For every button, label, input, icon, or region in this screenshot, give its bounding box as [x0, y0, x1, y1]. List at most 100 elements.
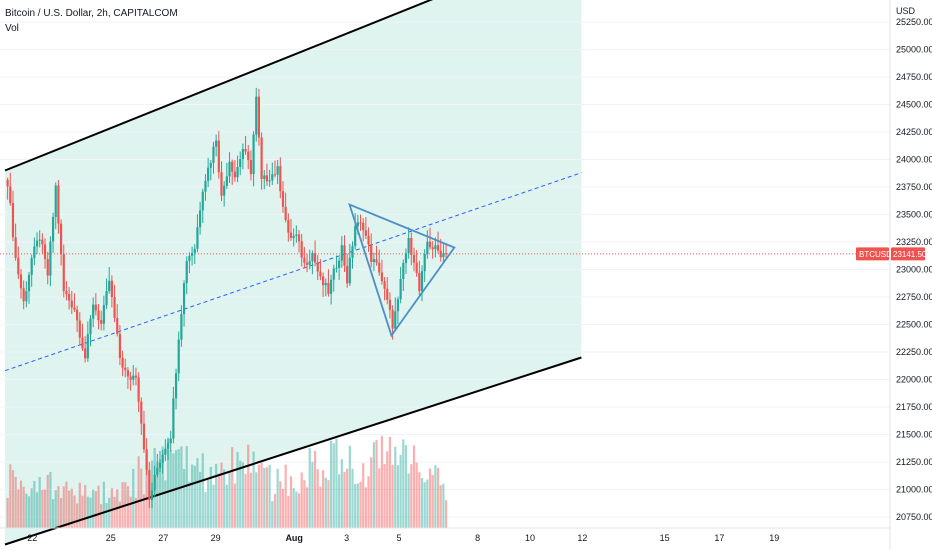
volume-bar — [17, 489, 20, 528]
channel-fill — [5, 0, 582, 545]
candle-body — [102, 305, 105, 324]
volume-bar — [407, 473, 410, 528]
candle-body — [212, 146, 215, 163]
candle-body — [375, 259, 378, 263]
y-tick-label: 23000.00 — [896, 265, 932, 275]
candle-body — [215, 140, 218, 147]
volume-bar — [415, 462, 418, 528]
volume-bar — [340, 459, 343, 528]
candle-body — [89, 318, 92, 335]
candle-body — [386, 288, 389, 300]
volume-legend[interactable]: Vol — [5, 23, 19, 34]
volume-bar — [348, 445, 351, 528]
volume-bar — [30, 488, 33, 528]
candle-body — [372, 259, 375, 263]
volume-bar — [305, 487, 309, 528]
candle-body — [442, 253, 445, 258]
volume-bar — [121, 482, 124, 528]
candle-body — [364, 230, 367, 236]
channel-midline[interactable] — [4, 172, 582, 372]
volume-bar — [25, 493, 28, 528]
candle-body — [110, 280, 113, 298]
candle-body — [57, 185, 60, 224]
volume-bar — [396, 465, 400, 528]
x-tick-label: 5 — [396, 533, 401, 543]
volume-bar — [217, 473, 220, 528]
candle-body — [399, 278, 402, 300]
volume-bar — [386, 451, 389, 528]
volume-bar — [356, 483, 359, 528]
candle-body — [185, 261, 188, 284]
volume-bar — [439, 485, 442, 528]
y-tick-label: 25250.00 — [896, 17, 932, 27]
candle-body — [70, 300, 73, 308]
candle-body — [33, 246, 36, 259]
channel-upper-line[interactable] — [4, 0, 581, 172]
candle-body — [231, 161, 234, 172]
time-axis[interactable]: 22 25 27 29 Aug 3 5 8 10 12 15 17 19 — [27, 533, 779, 543]
volume-bar — [388, 436, 392, 528]
candle-body — [308, 261, 311, 265]
volume-bar — [97, 485, 100, 528]
volume-bar — [49, 471, 52, 528]
volume-bar — [313, 450, 317, 528]
candle-body — [359, 222, 362, 224]
candle-body — [327, 282, 330, 294]
volume-bar — [257, 464, 261, 528]
volume-bar — [57, 486, 60, 528]
volume-bar — [228, 470, 231, 528]
candle-body — [319, 271, 322, 277]
currency-label: USD — [896, 6, 916, 16]
candle-body — [209, 162, 212, 168]
x-tick-label: 29 — [211, 533, 221, 543]
candle-body — [113, 297, 116, 319]
channel-lower-line[interactable] — [4, 356, 582, 546]
volume-bar — [6, 497, 9, 528]
volume-bar — [295, 491, 298, 528]
volume-bar — [76, 503, 79, 528]
volume-bar — [346, 468, 349, 528]
volume-bar — [105, 502, 108, 528]
volume-bar — [335, 438, 338, 528]
volume-bar — [268, 464, 271, 528]
last-price-tag: 23141.50 — [891, 247, 927, 261]
triangle-pattern[interactable] — [348, 203, 456, 338]
volume-bar — [316, 469, 319, 528]
candle-body — [51, 216, 55, 242]
candle-body — [378, 262, 381, 273]
volume-bar — [65, 481, 68, 528]
volume-bar — [73, 495, 76, 528]
candles — [6, 87, 448, 509]
candle-body — [404, 253, 408, 263]
x-tick-label: 15 — [660, 533, 670, 543]
y-tick-label: 23250.00 — [896, 237, 932, 247]
candle-body — [49, 241, 52, 276]
candle-body — [273, 174, 277, 176]
volume-bar — [14, 476, 17, 528]
candle-body — [332, 268, 335, 280]
candle-body — [169, 438, 172, 444]
volume-bar — [110, 488, 113, 528]
candle-body — [239, 159, 242, 167]
candle-body — [6, 179, 9, 187]
symbol-title[interactable]: Bitcoin / U.S. Dollar, 2h, CAPITALCOM — [5, 8, 178, 19]
candle-body — [65, 290, 68, 295]
candle-body — [340, 245, 343, 261]
candle-body — [407, 237, 410, 254]
candle-body — [150, 490, 154, 500]
candle-body — [228, 161, 231, 177]
candle-body — [156, 467, 159, 475]
x-tick-label: 19 — [769, 533, 779, 543]
candle-body — [439, 250, 442, 258]
volume-bar — [137, 456, 140, 528]
candle-body — [217, 140, 220, 173]
price-axis[interactable]: 25250.00 25000.00 24750.00 24500.00 24250.00… — [896, 17, 932, 522]
candle-body — [118, 333, 122, 358]
candle-body — [158, 462, 162, 468]
candle-body — [196, 227, 199, 249]
candle-body — [388, 299, 392, 310]
candle-body — [124, 367, 127, 371]
candle-body — [271, 174, 274, 181]
y-tick-label: 24000.00 — [896, 155, 932, 165]
